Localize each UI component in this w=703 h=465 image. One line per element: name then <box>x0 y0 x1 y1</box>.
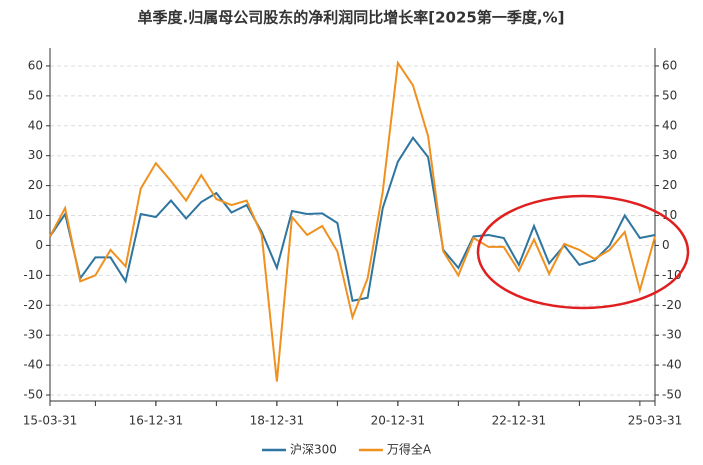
y-tick-label: 30 <box>28 148 43 162</box>
x-tick-label: 15-03-31 <box>23 414 77 428</box>
y-tick-label: -40 <box>23 358 43 372</box>
y-tick-label: 60 <box>28 58 43 72</box>
x-tick-label: 25-03-31 <box>628 414 682 428</box>
y2-tick-label: 20 <box>662 178 677 192</box>
legend-label: 万得全A <box>387 442 432 457</box>
y2-tick-label: 50 <box>662 88 677 102</box>
y-tick-label: -10 <box>23 268 43 282</box>
series-line <box>49 136 656 302</box>
legend-label: 沪深300 <box>290 443 337 457</box>
y-tick-label: -20 <box>23 298 43 312</box>
y-tick-label: 20 <box>28 178 43 192</box>
y2-tick-label: 60 <box>662 58 677 72</box>
series-line <box>49 60 656 382</box>
y-tick-label: -30 <box>23 328 43 342</box>
y-tick-label: -50 <box>23 388 43 402</box>
y-tick-label: 40 <box>28 118 43 132</box>
y2-tick-label: -50 <box>662 388 682 402</box>
y2-tick-label: -30 <box>662 328 682 342</box>
x-tick-label: 20-12-31 <box>371 414 425 428</box>
y2-tick-label: 30 <box>662 148 677 162</box>
highlight-ellipse <box>476 194 690 310</box>
y2-tick-label: 40 <box>662 118 677 132</box>
y2-tick-label: -40 <box>662 358 682 372</box>
x-tick-label: 18-12-31 <box>250 414 304 428</box>
x-tick-label: 22-12-31 <box>492 414 546 428</box>
y-tick-label: 50 <box>28 88 43 102</box>
y2-tick-label: 0 <box>662 238 670 252</box>
x-tick-label: 16-12-31 <box>129 414 183 428</box>
y2-tick-label: -20 <box>662 298 682 312</box>
y-tick-label: 10 <box>28 208 43 222</box>
chart-title: 单季度.归属母公司股东的净利润同比增长率[2025第一季度,%] <box>138 9 565 27</box>
y-tick-label: 0 <box>35 238 43 252</box>
